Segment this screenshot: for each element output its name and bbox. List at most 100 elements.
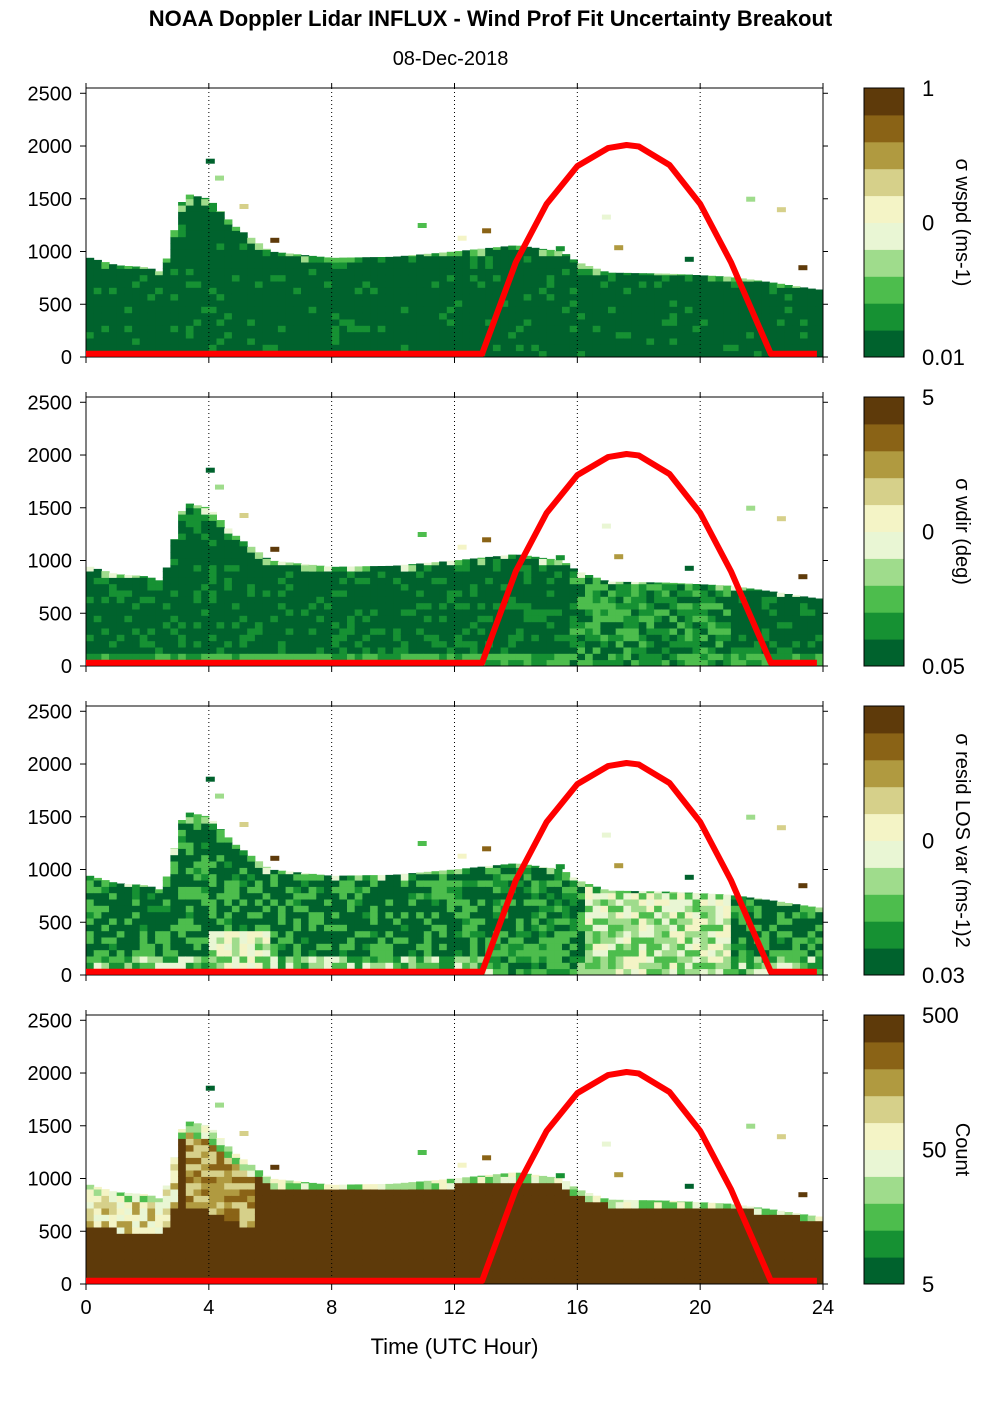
heatmap-cell [208,918,217,925]
heatmap-cell [293,338,302,345]
heatmap-cell [546,930,555,938]
heatmap-cell [577,905,586,913]
heatmap-cell [677,287,686,295]
heatmap-cell [185,287,194,295]
heatmap-cell [132,1265,141,1272]
heatmap-cell [707,350,716,358]
heatmap-cell [562,873,571,881]
heatmap-cell [800,306,809,314]
heatmap-cell [270,899,279,906]
heatmap-cell [692,956,701,963]
heatmap-cell [715,312,724,320]
heatmap-cell [707,602,716,610]
heatmap-cell [270,962,279,970]
heatmap-cell [592,918,601,925]
heatmap-cell [538,968,548,976]
heatmap-cell [462,319,471,326]
heatmap-cell [738,653,747,661]
heatmap-cell [301,331,310,339]
heatmap-cell [270,949,279,957]
heatmap-cell [423,937,432,944]
heatmap-cell [677,949,686,957]
heatmap-cell [692,275,701,282]
heatmap-cell [585,287,594,295]
heatmap-cell [554,331,563,339]
heatmap-cell [462,892,471,900]
heatmap-cell [631,628,640,635]
heatmap-cell [208,962,217,970]
heatmap-cell [370,937,379,944]
heatmap-cell [807,640,816,648]
heatmap-cell [347,634,356,642]
heatmap-cell [193,962,202,970]
heatmap-cell [162,924,171,932]
heatmap-cell [477,281,486,288]
heatmap-cell [585,968,594,976]
heatmap-cell [492,564,502,572]
colorbar-segment [864,840,904,868]
heatmap-cell [477,312,486,320]
heatmap-cell [684,892,693,894]
heatmap-cell [615,609,624,616]
heatmap-cell [347,609,356,616]
heatmap-cell [370,344,379,352]
heatmap-cell [654,293,663,301]
heatmap-cell [277,312,287,320]
heatmap-cell [393,892,402,900]
heatmap-cell [677,962,686,970]
heatmap-cell [508,300,517,307]
heatmap-cell [538,331,548,339]
heatmap-cell [124,911,133,919]
heatmap-cell [208,526,217,534]
heatmap-cell [600,344,609,352]
heatmap-cell [623,905,632,913]
heatmap-cell [116,287,125,295]
heatmap-cell [631,911,640,919]
heatmap-cell [193,274,202,282]
heatmap-cell [285,653,294,661]
heatmap-cell [500,564,509,572]
heatmap-cell [231,962,241,970]
heatmap-cell [277,653,287,661]
heatmap-cell [324,918,333,925]
heatmap-cell [761,306,770,314]
heatmap-cell [677,274,686,282]
heatmap-cell [301,634,310,642]
heatmap-cell [462,559,471,566]
heatmap-cell [746,930,755,938]
heatmap-cell [746,279,755,282]
heatmap-cell [723,956,732,963]
heatmap-cell [324,281,333,288]
heatmap-cell [585,924,594,932]
colorbar-segment [864,303,904,331]
heatmap-cell [569,609,578,616]
heatmap-cell [216,552,225,559]
heatmap-cell [347,880,356,887]
heatmap-cell [562,943,571,951]
chart-date: 08-Dec-2018 [392,48,509,70]
heatmap-cell [592,609,601,616]
heatmap-cell [677,583,686,591]
heatmap-cell [546,325,555,333]
heatmap-cell [270,338,279,345]
heatmap-cell [201,319,210,326]
heatmap-cell [316,577,325,585]
heatmap-cell [354,905,363,913]
heatmap-cell [638,924,647,932]
heatmap-cell [224,873,233,881]
heatmap-cell [354,274,363,282]
heatmap-cell [116,640,125,648]
heatmap-cell [193,281,202,288]
heatmap-cell [377,653,386,661]
heatmap-cell [208,230,217,238]
heatmap-cell [324,583,333,591]
heatmap-cell [231,854,241,862]
heatmap-cell [109,1233,118,1241]
heatmap-cell [370,590,379,597]
heatmap-cell [201,249,210,257]
heatmap-cell [93,338,102,345]
heatmap-cell [285,255,294,263]
heatmap-cell [301,937,310,944]
heatmap-cell [247,880,256,887]
heatmap-cell [439,962,448,970]
